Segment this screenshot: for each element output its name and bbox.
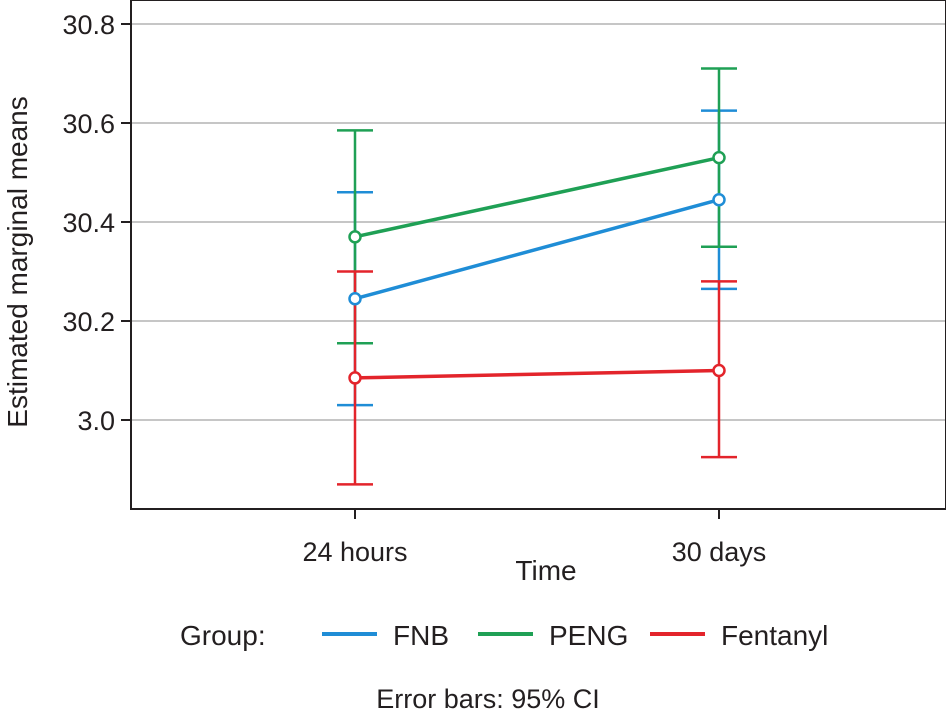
data-point-fnb: [712, 192, 726, 207]
data-point-peng: [348, 230, 362, 244]
legend-label-fentanyl: Fentanyl: [721, 620, 828, 651]
series-lines: [354, 155, 720, 380]
data-point-fentanyl: [348, 371, 362, 385]
x-tick-label: 24 hours: [302, 537, 407, 567]
legend-title: Group:: [180, 620, 266, 651]
y-tick-label: 30.6: [62, 109, 115, 139]
y-tick-label: 30.4: [62, 208, 115, 238]
gridlines: [131, 23, 946, 421]
legend-label-fnb: FNB: [393, 620, 449, 651]
data-point-fnb: [348, 291, 362, 306]
y-axis-ticks: 3.0 30.2 30.4 30.6 30.8: [62, 10, 131, 436]
x-axis-ticks: 24 hours 30 days: [302, 509, 766, 567]
y-tick-label: 30.8: [62, 10, 115, 40]
plot-frame: [130, 0, 946, 510]
footnote: Error bars: 95% CI: [376, 684, 600, 714]
legend: FNB PENG Fentanyl: [322, 620, 828, 651]
data-point-fentanyl: [712, 363, 726, 378]
plot-background: [131, 0, 946, 509]
series-points: [348, 150, 726, 385]
series-line-fnb: [354, 198, 720, 301]
series-line-peng: [354, 155, 720, 239]
legend-label-peng: PENG: [549, 620, 628, 651]
y-tick-label: 3.0: [77, 406, 115, 436]
y-axis-title: Estimated marginal means: [2, 96, 33, 427]
x-tick-label: 30 days: [672, 537, 767, 567]
y-tick-label: 30.2: [62, 307, 115, 337]
x-axis-title: Time: [515, 555, 576, 586]
series-line-fentanyl: [354, 368, 720, 380]
data-point-peng: [712, 150, 726, 165]
